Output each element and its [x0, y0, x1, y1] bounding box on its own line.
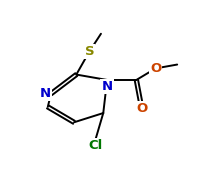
Text: S: S — [85, 45, 94, 58]
Text: N: N — [40, 87, 51, 100]
Text: Cl: Cl — [88, 139, 103, 152]
Text: O: O — [136, 102, 147, 115]
Text: O: O — [150, 62, 161, 75]
Text: N: N — [102, 80, 113, 93]
